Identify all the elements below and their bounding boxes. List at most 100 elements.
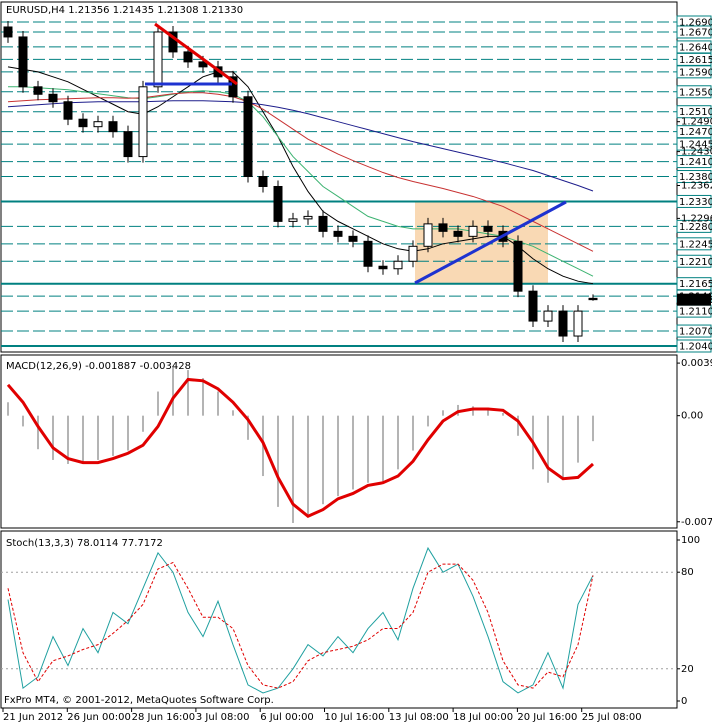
moving-average <box>7 92 594 252</box>
macd-title: MACD(12,26,9) -0.001887 -0.003428 <box>6 361 191 372</box>
macd-bar <box>337 415 339 497</box>
macd-bar <box>247 415 249 440</box>
macd-bar <box>142 415 144 432</box>
candle-body <box>228 76 238 98</box>
candle-body <box>183 51 193 63</box>
current-price: 1.2133 <box>679 295 712 306</box>
candle-body <box>303 215 313 220</box>
macd-bar <box>97 415 99 460</box>
y-tick-label: 1.2550 <box>679 87 712 98</box>
y-tick-label: 1.2165 <box>679 279 712 290</box>
macd-bar <box>502 412 504 416</box>
candle-body <box>468 225 478 237</box>
y-tick-label: 1.2615 <box>679 55 712 66</box>
y-tick-label: 0 <box>681 696 687 707</box>
y-tick-label: 1.2380 <box>679 172 712 183</box>
y-tick-label: 1.2410 <box>679 157 712 168</box>
macd-bar <box>352 415 354 490</box>
x-tick-label: 10 Jul 16:00 <box>325 712 385 723</box>
candle-body <box>363 240 373 267</box>
macd-bar <box>37 415 39 450</box>
macd-bar <box>592 415 594 442</box>
x-tick-label: 13 Jul 08:00 <box>389 712 449 723</box>
y-tick-label: 1.2640 <box>679 42 712 53</box>
macd-bar <box>412 415 414 451</box>
candle-body <box>483 225 493 232</box>
candle-body <box>138 86 148 158</box>
macd-bar <box>577 415 579 463</box>
candle-body <box>273 185 283 222</box>
y-tick-label: 1.2445 <box>679 140 712 151</box>
candle-body <box>543 310 553 322</box>
macd-bar <box>202 378 204 416</box>
macd-bar <box>52 415 54 460</box>
moving-average <box>7 66 594 285</box>
level-label-box <box>676 170 712 184</box>
stoch-title: Stoch(13,3,3) 78.0114 77.7172 <box>6 538 163 549</box>
x-tick-label: 28 Jun 16:00 <box>132 712 196 723</box>
macd-plot <box>6 367 594 523</box>
macd-bar <box>7 402 9 416</box>
candle-body <box>78 118 88 128</box>
macd-bar <box>292 415 294 523</box>
y-tick-label: 1.2070 <box>679 327 712 338</box>
macd-bar <box>487 407 489 416</box>
macd-bar <box>397 415 399 470</box>
candle-body <box>93 121 103 128</box>
x-tick-label: 25 Jul 08:00 <box>582 712 642 723</box>
level-label-box <box>676 155 712 169</box>
candle-body <box>243 96 253 178</box>
stoch-line <box>7 546 594 694</box>
macd-bar <box>67 415 69 464</box>
candle-body <box>423 223 433 247</box>
candle-body <box>108 121 118 133</box>
moving-average <box>7 100 594 192</box>
y-tick-label: 100 <box>681 535 700 546</box>
y-scale-label: 1.2490 <box>681 117 712 128</box>
y-tick-label: 80 <box>681 567 694 578</box>
y-tick-label: 1.2245 <box>679 239 712 250</box>
macd-bar <box>232 410 234 416</box>
macd-bar <box>307 415 309 517</box>
candle-body <box>153 31 163 88</box>
x-tick-label: 6 Jul 00:00 <box>260 712 314 723</box>
level-label-box <box>676 85 712 99</box>
y-scale-label: 1.2430 <box>681 147 712 158</box>
candle-body <box>558 310 568 337</box>
macd-bar <box>172 367 174 416</box>
macd-bar <box>427 415 429 427</box>
y-tick-label: 1.2040 <box>679 342 712 353</box>
candle-body <box>258 176 268 187</box>
candle-body <box>408 245 418 262</box>
trend-line <box>154 22 238 86</box>
candle-body <box>453 230 463 237</box>
y-tick-label: 20 <box>681 664 694 675</box>
level-label-box <box>676 324 712 338</box>
y-tick-label: 1.2470 <box>679 127 712 138</box>
macd-bar <box>517 415 519 436</box>
macd-bar <box>22 415 24 427</box>
candle-body <box>3 26 13 38</box>
trend-line <box>414 200 567 285</box>
candle-body <box>573 310 583 337</box>
level-label-box <box>676 219 712 233</box>
y-tick-label: 1.2330 <box>679 197 712 208</box>
y-tick-label: -0.00791 <box>681 517 712 528</box>
candle-body <box>378 265 388 270</box>
candle-body <box>123 131 133 158</box>
copyright: FxPro MT4, © 2001-2012, MetaQuotes Softw… <box>4 695 274 706</box>
macd-bar <box>442 410 444 416</box>
candle-body <box>513 240 523 292</box>
y-scale-label: 1.2362 <box>681 180 712 191</box>
trend-lines <box>145 22 567 285</box>
macd-bar <box>82 415 84 464</box>
candle-body <box>288 218 298 222</box>
stoch-line <box>7 561 594 689</box>
x-tick-label: 20 Jul 16:00 <box>517 712 577 723</box>
y-scale-label: 1.2296 <box>681 213 712 224</box>
macd-bar <box>562 415 564 481</box>
candle-body <box>348 235 358 242</box>
candle-body <box>333 230 343 237</box>
